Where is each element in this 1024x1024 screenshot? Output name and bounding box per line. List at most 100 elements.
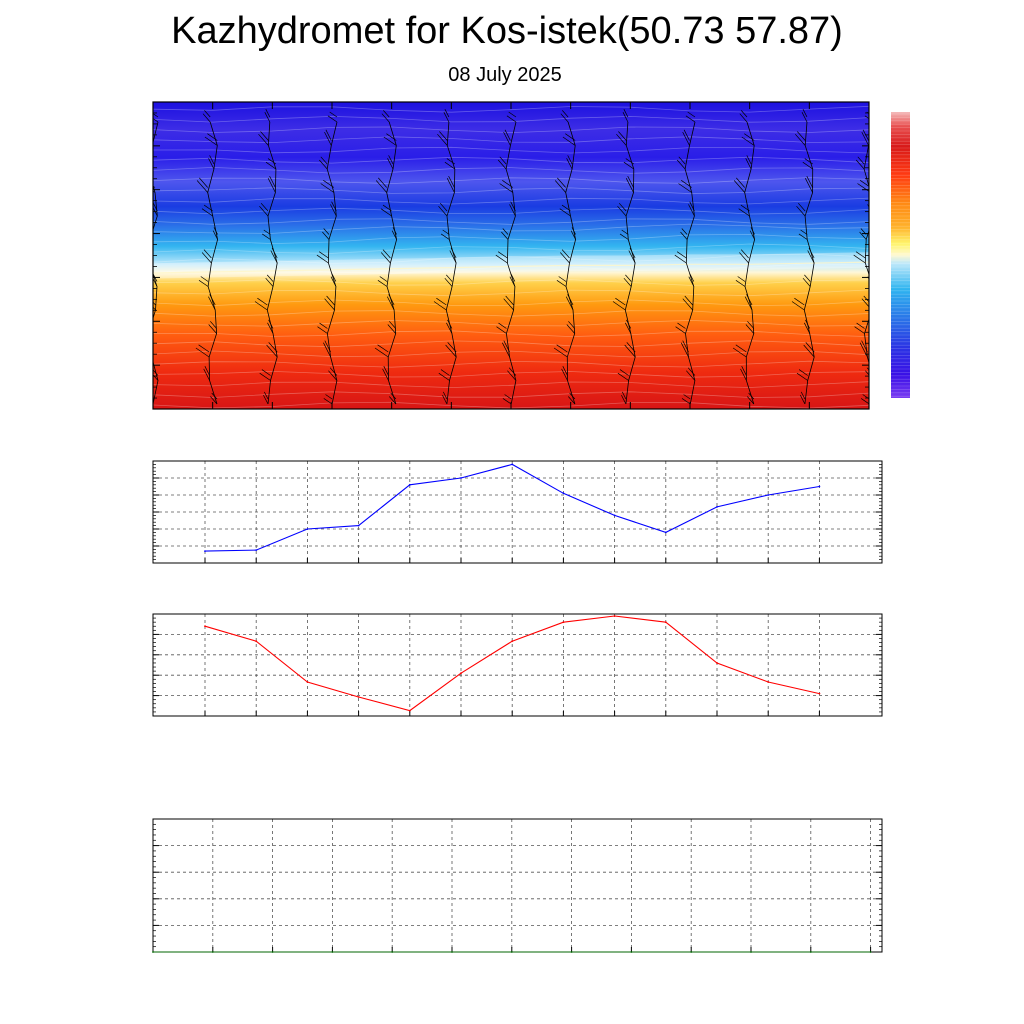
wind-barb-flag bbox=[625, 274, 632, 282]
temp-data-point bbox=[818, 692, 821, 695]
temp-data-point bbox=[306, 681, 309, 683]
wind-barb-flag bbox=[198, 344, 210, 353]
wind-barb-flag bbox=[259, 205, 269, 217]
temperature-field bbox=[153, 102, 869, 409]
wind-barb-staff bbox=[863, 141, 869, 404]
wind-barb-flag bbox=[854, 326, 865, 334]
wind-barb-flag bbox=[798, 233, 808, 240]
wind-barb-flag bbox=[263, 394, 269, 405]
wind-barb-flag bbox=[806, 175, 813, 188]
temperature-contours bbox=[153, 105, 869, 409]
wind-barb-flag bbox=[800, 391, 806, 400]
wind-barb-flag bbox=[499, 183, 513, 193]
pmsl-data-point bbox=[357, 524, 360, 527]
wind-barb-flag bbox=[619, 233, 629, 240]
precip-data-point bbox=[152, 951, 154, 953]
wind-barb-flag bbox=[687, 111, 696, 118]
wind-barb-flag bbox=[153, 403, 154, 404]
wind-barb-flag bbox=[208, 296, 216, 311]
chart-date: 08 July 2025 bbox=[448, 64, 562, 86]
wind-barb-flag bbox=[804, 158, 813, 165]
wind-barb-flag bbox=[210, 321, 217, 329]
temp-data-point bbox=[204, 625, 206, 628]
wind-barb-flag bbox=[138, 255, 150, 263]
wind-barb-flag bbox=[386, 296, 395, 311]
wind-barb-flag bbox=[389, 321, 396, 329]
temp-data-point bbox=[767, 681, 770, 683]
wind-barb-flag bbox=[681, 228, 688, 235]
wind-barb-flag bbox=[503, 131, 511, 146]
wind-barb-flag bbox=[680, 231, 688, 240]
wind-barb-flag bbox=[502, 398, 512, 405]
wind-barb-staff bbox=[744, 121, 756, 405]
wind-barb-flag bbox=[260, 131, 269, 141]
temp-data-point bbox=[357, 696, 360, 698]
wind-barb-flag bbox=[677, 322, 686, 329]
wind-barb-staff bbox=[266, 121, 278, 405]
precip-panel bbox=[152, 818, 883, 953]
precip-data-point bbox=[809, 951, 812, 953]
wind-barb-flag bbox=[683, 129, 690, 141]
contour-line bbox=[153, 253, 869, 264]
wind-barb-flag bbox=[861, 298, 869, 308]
wind-barb-flag bbox=[567, 155, 573, 165]
pmsl-data-point bbox=[716, 506, 718, 508]
wind-barb-flag bbox=[621, 391, 627, 400]
temp-data-point bbox=[664, 621, 667, 624]
wind-barb-flag bbox=[330, 204, 337, 217]
wind-barb-flag bbox=[861, 131, 869, 146]
wind-barb-flag bbox=[142, 157, 148, 164]
colorbar-ramp bbox=[891, 112, 910, 398]
wind-barb-flag bbox=[443, 112, 450, 123]
wind-barb-flag bbox=[269, 175, 276, 188]
wind-barb-flag bbox=[319, 251, 329, 259]
contour-line bbox=[153, 310, 869, 317]
wind-barb-flag bbox=[153, 374, 159, 381]
wind-barb-flag bbox=[562, 366, 568, 376]
wind-barb-flag bbox=[675, 326, 686, 334]
wind-barb-flag bbox=[200, 276, 209, 282]
wind-barb-flag bbox=[499, 156, 507, 165]
temp-data-point bbox=[255, 640, 258, 643]
wind-barb-flag bbox=[196, 180, 208, 193]
wind-barb-flag bbox=[320, 156, 328, 165]
wind-barb-flag bbox=[270, 250, 278, 264]
wind-barb-flag bbox=[853, 254, 866, 264]
wind-barb-flag bbox=[507, 370, 517, 381]
wind-barb-flag bbox=[324, 131, 332, 146]
pmsl-data-point bbox=[511, 463, 514, 466]
wind-barb-flag bbox=[509, 204, 516, 217]
wind-barb-flag bbox=[446, 178, 455, 193]
wind-barb-flag bbox=[612, 301, 626, 311]
wind-barb-flag bbox=[747, 321, 755, 329]
wind-barb-flag bbox=[440, 369, 450, 376]
wind-barb-flag bbox=[678, 183, 692, 193]
wind-barb-flag bbox=[866, 367, 869, 371]
wind-barb-flag bbox=[259, 372, 271, 381]
contour-line bbox=[153, 177, 869, 185]
wind-barb-flag bbox=[323, 228, 330, 235]
wind-barb-flag bbox=[561, 249, 570, 259]
wind-barb-flag bbox=[566, 324, 575, 334]
wind-barb-staff bbox=[565, 121, 577, 405]
wind-barb-flag bbox=[682, 298, 693, 311]
wind-barb-flag bbox=[616, 133, 627, 146]
vertical-section-panel bbox=[138, 101, 870, 410]
freezing-band bbox=[153, 252, 869, 279]
wind-barb-flag bbox=[327, 115, 338, 123]
wind-barb-flag bbox=[264, 112, 271, 123]
wind-barb-flag bbox=[438, 372, 450, 381]
wind-barb-flag bbox=[325, 129, 332, 141]
wind-barb-flag bbox=[617, 205, 627, 217]
wind-barb-flag bbox=[387, 158, 394, 170]
wind-barb-flag bbox=[440, 233, 450, 240]
wind-barb-flag bbox=[570, 230, 576, 240]
colorbar-bands bbox=[891, 113, 910, 397]
wind-barb-flag bbox=[320, 183, 335, 193]
wind-barb-flag bbox=[505, 295, 514, 306]
wind-barb-flag bbox=[681, 398, 691, 405]
wind-barb-staff bbox=[803, 121, 815, 405]
wind-barb-flag bbox=[502, 228, 509, 235]
wind-barb-flag bbox=[803, 322, 811, 334]
